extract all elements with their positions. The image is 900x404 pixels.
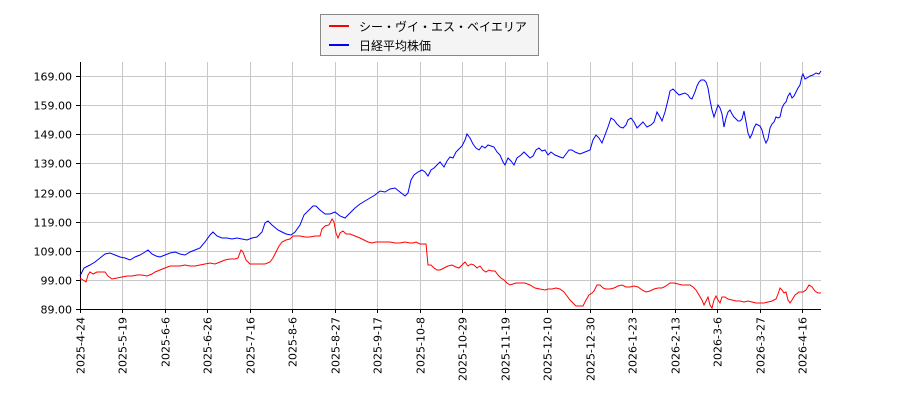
y-tick-label: 139.00 [34,158,73,171]
x-tick-label: 2025-11-19 [500,317,513,381]
x-tick-label: 2026-4-16 [797,317,810,374]
legend-swatch-blue [329,44,349,46]
x-tick-label: 2025-6-26 [202,317,215,374]
y-tick-label: 119.00 [34,217,73,230]
y-tick-label: 129.00 [34,188,73,201]
x-tick-label: 2025-6-6 [160,317,173,367]
y-tick-label: 149.00 [34,129,73,142]
y-tick-label: 109.00 [34,246,73,259]
legend: シー・ヴイ・エス・ベイエリア 日経平均株価 [320,14,539,56]
legend-label: シー・ヴイ・エス・ベイエリア [359,19,527,34]
x-tick-label: 2026-3-27 [755,317,768,374]
legend-item-nikkei: 日経平均株価 [329,36,431,54]
x-tick-label: 2026-1-23 [627,317,640,374]
x-tick-label: 2025-10-8 [415,317,428,374]
x-tick-label: 2025-7-16 [245,317,258,374]
y-tick-label: 159.00 [34,100,73,113]
series-line-cvs-bayarea [79,218,821,310]
y-tick-label: 89.00 [41,304,73,317]
x-tick-label: 2025-5-19 [117,317,130,374]
x-tick-label: 2025-8-6 [287,317,300,367]
x-axis-ticks: 2025-4-24 2025-5-19 2025-6-6 2025-6-26 2025-… [75,309,810,381]
legend-swatch-red [329,25,349,27]
x-tick-label: 2025-4-24 [75,317,88,374]
x-tick-label: 2026-3-6 [712,317,725,367]
y-tick-label: 169.00 [34,71,73,84]
axes [80,62,821,310]
x-tick-label: 2025-12-30 [585,317,598,381]
legend-label: 日経平均株価 [359,38,432,53]
x-tick-label: 2026-2-13 [670,317,683,374]
x-tick-label: 2025-9-17 [372,317,385,374]
legend-item-cvs-bayarea: シー・ヴイ・エス・ベイエリア [329,17,527,35]
y-axis-ticks: 89.00 99.00 109.00 119.00 129.00 139.00 149.00… [34,71,80,317]
x-tick-label: 2025-8-27 [330,317,343,374]
series-line-nikkei [79,70,822,277]
grid-lines [80,62,821,309]
x-tick-label: 2025-10-29 [457,317,470,381]
x-tick-label: 2025-12-10 [542,317,555,381]
y-tick-label: 99.00 [41,275,73,288]
